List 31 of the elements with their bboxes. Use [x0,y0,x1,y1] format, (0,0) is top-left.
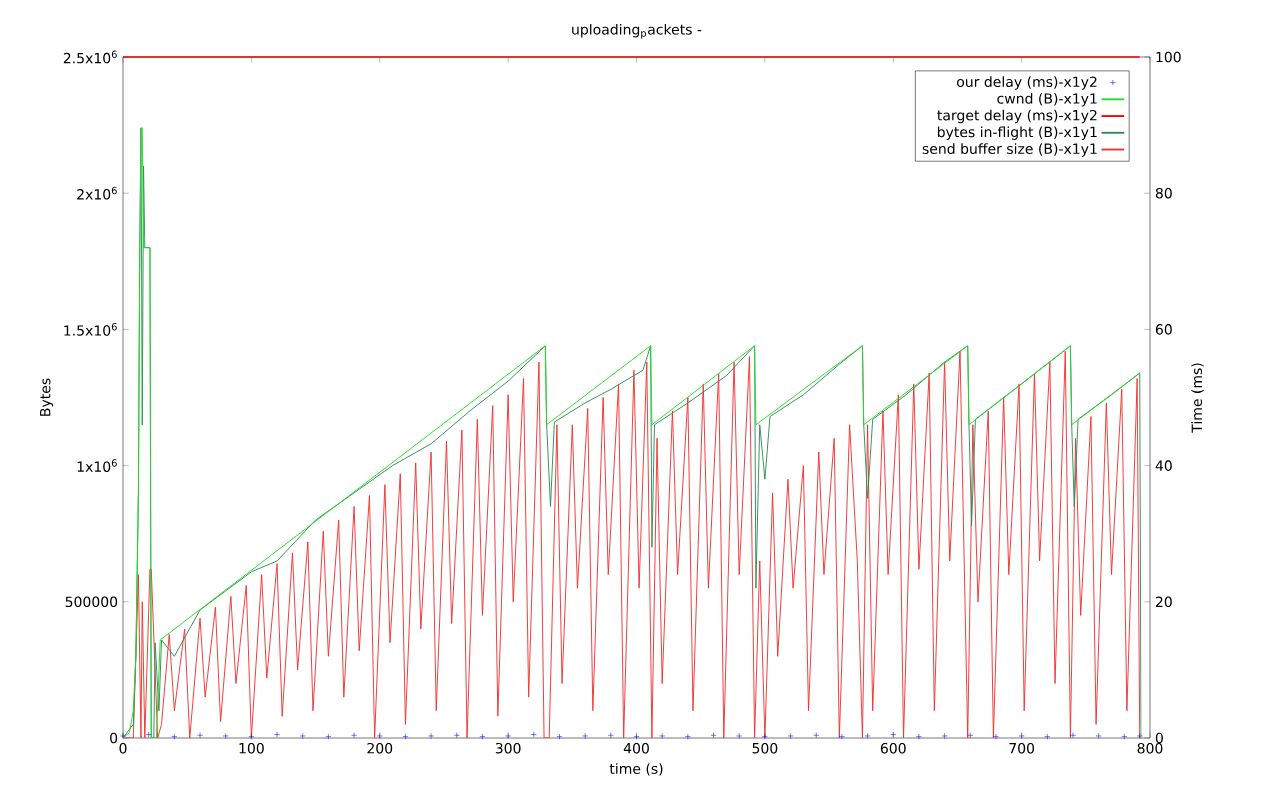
legend-label: cwnd (B)-x1y1 [997,92,1097,107]
chart-title: uploading$_{p}$ackets - [572,23,702,39]
y-tick-label: 2x10$^{6}$ [77,186,117,200]
x-tick-label: 800 [1137,742,1163,754]
x-axis-title: time (s) [609,763,663,776]
y-axis-title: Bytes [40,378,54,416]
y2-tick-label: 20 [1155,596,1172,608]
x-tick-label: 100 [239,742,264,754]
legend-label: our delay (ms)-x1y2 [957,76,1097,90]
y-tick-label: 0 [110,732,118,744]
y2-tick-label: 0 [1155,732,1163,744]
y2-tick-label: 100 [1156,51,1181,63]
x-tick-label: 200 [367,742,393,754]
line-series [123,350,1141,738]
y-tick-label: 1x10$^{6}$ [77,459,117,472]
legend-label: target delay (ms)-x1y2 [937,109,1097,124]
y-tick-label: 500000 [65,596,118,608]
y2-axis-title: Time (ms) [1191,363,1204,433]
x-tick-label: 400 [623,742,649,754]
y2-tick-label: 40 [1155,460,1172,471]
legend-label: send buffer size (B)-x1y1 [922,143,1097,157]
x-tick-label: 500 [752,742,778,754]
x-tick-label: 600 [880,742,906,754]
x-tick-label: 0 [119,742,127,754]
x-tick-label: 300 [495,742,521,754]
legend-label: bytes in-flight (B)-x1y1 [937,126,1097,140]
y-tick-label: 2.5x10$^{6}$ [63,50,117,64]
x-tick-label: 700 [1009,742,1035,754]
y2-tick-label: 80 [1155,187,1172,199]
y2-tick-label: 60 [1155,324,1172,335]
y-tick-label: 1.5x10$^{6}$ [64,323,117,336]
